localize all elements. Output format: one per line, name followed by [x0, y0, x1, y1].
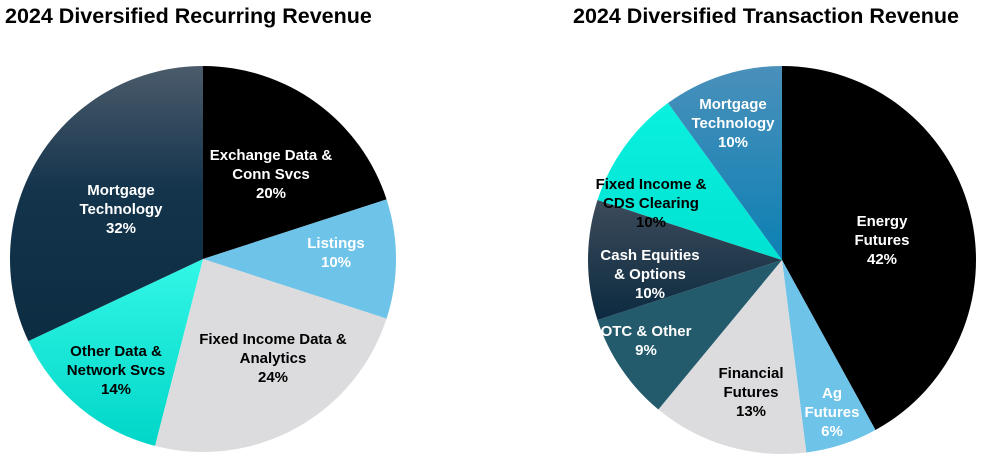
slice-value-label: 9% — [635, 342, 657, 359]
slice-name-label: Futures — [723, 384, 778, 401]
slice-label: OTC & Other 9% — [601, 323, 692, 359]
slice-name-label: Cash Equities — [600, 247, 699, 264]
slice-label: Cash Equities & Options 10% — [600, 247, 699, 302]
pie-slice — [597, 260, 782, 410]
slice-name-label: Technology — [79, 201, 163, 218]
slice-label: Energy Futures 42% — [854, 213, 909, 268]
slice-label: Other Data & Network Svcs 14% — [67, 343, 165, 398]
slice-name-label: CDS Clearing — [603, 195, 699, 212]
slice-value-label: 13% — [736, 403, 766, 420]
pie-slice — [155, 259, 387, 452]
slice-name-label: Ag — [822, 385, 842, 402]
pie-slice — [658, 260, 807, 454]
pie-slice — [9, 66, 204, 342]
slice-name-label: Financial — [718, 365, 783, 382]
slice-name-label: Listings — [307, 235, 365, 252]
pie-slice — [28, 259, 204, 446]
slice-name-label: Exchange Data & — [210, 147, 333, 164]
pie-slice — [782, 66, 976, 431]
left-chart-title: 2024 Diversified Recurring Revenue — [5, 4, 372, 28]
slice-value-label: 10% — [635, 285, 665, 302]
pie-slice — [203, 199, 396, 319]
slice-name-label: Mortgage — [699, 96, 767, 113]
transaction-revenue-pie: Energy Futures 42% Ag Futures 6% Financial Futu… — [588, 66, 976, 454]
slice-value-label: 42% — [867, 251, 897, 268]
slice-label: Ag Futures 6% — [804, 385, 859, 440]
slice-label: Mortgage Technology 32% — [79, 182, 163, 237]
right-chart-title: 2024 Diversified Transaction Revenue — [573, 4, 959, 28]
recurring-revenue-pie: Exchange Data & Conn Svcs 20% Listings 10% Fi… — [9, 66, 396, 452]
slice-value-label: 20% — [256, 185, 286, 202]
slice-name-label: Network Svcs — [67, 362, 165, 379]
slice-label: Fixed Income & CDS Clearing 10% — [596, 176, 707, 231]
slice-label: Exchange Data & Conn Svcs 20% — [210, 147, 333, 202]
slice-name-label: Energy — [857, 213, 909, 230]
slice-value-label: 24% — [258, 369, 288, 386]
slice-name-label: Futures — [854, 232, 909, 249]
pie-slice — [588, 200, 782, 320]
slice-value-label: 14% — [101, 381, 131, 398]
pie-slice — [667, 66, 782, 260]
slice-name-label: Futures — [804, 404, 859, 421]
slice-value-label: 6% — [821, 423, 843, 440]
slice-value-label: 10% — [718, 134, 748, 151]
slice-name-label: Analytics — [240, 350, 307, 367]
slice-name-label: & Options — [614, 266, 686, 283]
slice-value-label: 10% — [321, 254, 351, 271]
slice-value-label: 10% — [636, 214, 666, 231]
slice-name-label: OTC & Other — [601, 323, 692, 340]
slice-value-label: 32% — [106, 220, 136, 237]
slice-name-label: Conn Svcs — [232, 166, 310, 183]
slice-label: Listings 10% — [307, 235, 365, 271]
slice-label: Fixed Income Data & Analytics 24% — [199, 331, 347, 386]
slice-name-label: Technology — [691, 115, 775, 132]
slice-label: Mortgage Technology 10% — [691, 96, 775, 151]
slice-name-label: Mortgage — [87, 182, 155, 199]
slice-label: Financial Futures 13% — [718, 365, 783, 420]
pie-slice — [597, 103, 782, 260]
pie-slice — [203, 66, 387, 259]
slice-name-label: Fixed Income Data & — [199, 331, 347, 348]
slice-name-label: Fixed Income & — [596, 176, 707, 193]
pie-slice — [782, 260, 876, 453]
slice-name-label: Other Data & — [70, 343, 162, 360]
